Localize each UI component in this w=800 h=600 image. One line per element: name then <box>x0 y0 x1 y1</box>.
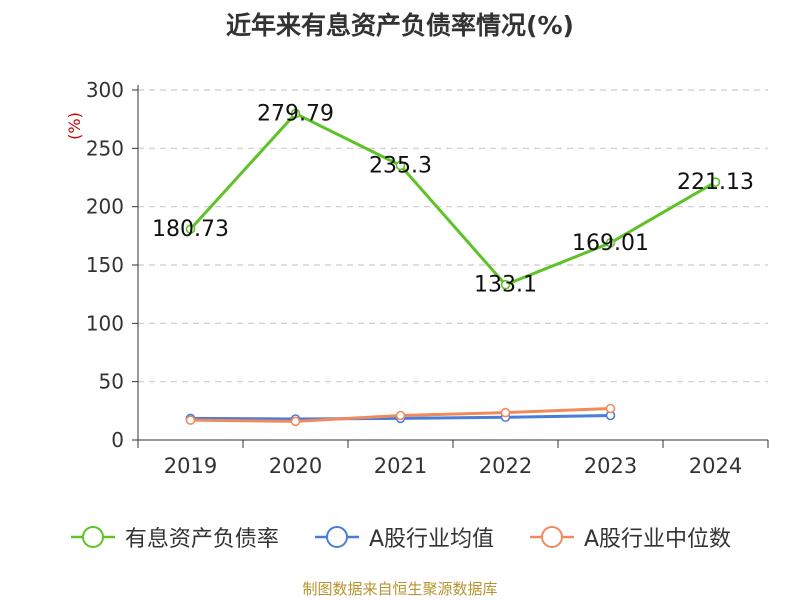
data-point <box>185 415 196 425</box>
x-tick-label: 2022 <box>479 454 532 478</box>
y-axis-label: (%) <box>65 112 84 140</box>
data-label: 235.3 <box>369 153 432 178</box>
chart-title: 近年来有息资产负债率情况(%) <box>226 11 574 40</box>
legend-circle <box>541 526 563 548</box>
data-point <box>710 177 721 187</box>
data-point <box>605 238 616 248</box>
y-tick-label: 300 <box>86 78 124 102</box>
legend-item[interactable]: 有息资产负债率 <box>69 521 279 553</box>
series-line <box>189 112 717 287</box>
data-label: 133.1 <box>474 273 537 298</box>
y-tick-label: 0 <box>111 428 124 452</box>
data-point <box>290 416 301 427</box>
legend-marker <box>70 526 115 548</box>
y-tick-label: 50 <box>99 370 124 394</box>
y-tick-label: 100 <box>86 311 124 335</box>
data-point <box>500 407 511 418</box>
data-point <box>395 410 406 421</box>
source-note: 制图数据来自恒生聚源数据库 <box>302 580 498 598</box>
legend-marker <box>314 526 359 548</box>
data-point <box>605 403 616 414</box>
line-chart: 0 50 100 150 200 250 300(%) 2019 2020 2021 2022 202… <box>65 78 769 478</box>
legend-circle <box>81 526 104 548</box>
x-tick-label: 2019 <box>164 454 217 478</box>
data-point <box>500 279 511 290</box>
legend-label: A股行业均值 <box>368 527 494 552</box>
data-label: 221.13 <box>677 170 754 195</box>
y-tick-label: 250 <box>86 136 124 160</box>
legend-label: A股行业中位数 <box>584 527 732 552</box>
data-point <box>395 160 406 171</box>
legend-circle <box>325 526 348 548</box>
legend-label: 有息资产负债率 <box>124 527 279 552</box>
legend-marker <box>530 526 574 548</box>
data-label: 169.01 <box>572 231 649 256</box>
legend-item[interactable]: A股行业均值 <box>313 521 494 553</box>
x-tick-label: 2024 <box>689 454 742 478</box>
y-tick-label: 200 <box>86 195 124 219</box>
legend-item[interactable]: A股行业中位数 <box>528 521 731 553</box>
data-label: 279.79 <box>257 102 334 127</box>
x-tick-label: 2023 <box>584 454 637 478</box>
data-label: 180.73 <box>152 217 229 242</box>
data-point <box>185 224 196 234</box>
chart-legend: 有息资产负债率 A股行业均值 A股行业中位数 <box>0 520 800 554</box>
data-point <box>290 108 301 119</box>
y-tick-label: 150 <box>86 253 124 277</box>
x-tick-label: 2021 <box>374 454 427 478</box>
x-tick-label: 2020 <box>269 454 322 478</box>
